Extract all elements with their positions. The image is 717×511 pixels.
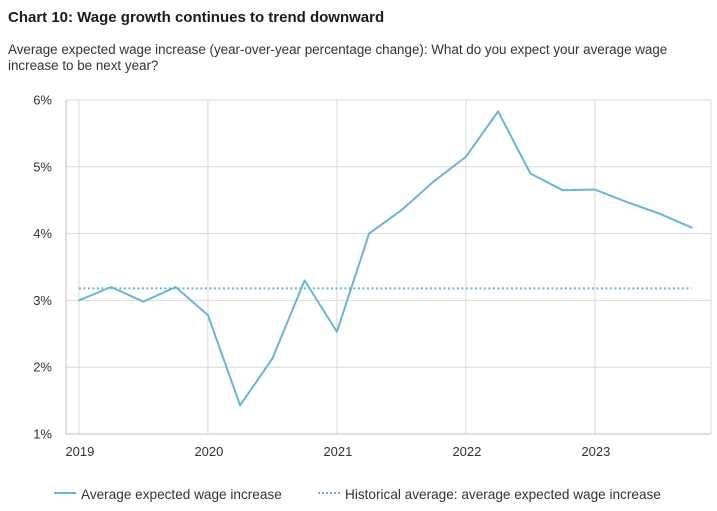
x-tick-label: 2019 <box>65 444 94 459</box>
line-chart: 1% 2% 3% 4% 5% 6% 2019 2020 2021 2022 2023 <box>33 93 712 459</box>
x-tick-label: 2020 <box>194 444 223 459</box>
y-tick-label: 1% <box>33 427 52 442</box>
x-tick-label: 2022 <box>452 444 481 459</box>
y-tick-label: 6% <box>33 93 52 108</box>
legend-item-historical: Historical average: average expected wag… <box>318 487 661 502</box>
chart-title: Chart 10: Wage growth continues to trend… <box>8 9 385 26</box>
y-tick-label: 4% <box>33 226 52 241</box>
series-line-average-expected-wage-increase <box>77 110 693 407</box>
y-tick-label: 5% <box>33 159 52 174</box>
legend-swatch-dotted <box>318 492 340 495</box>
chart-subtitle: Average expected wage increase (year-ove… <box>8 42 668 73</box>
x-tick-label: 2023 <box>581 444 610 459</box>
legend-item-average: Average expected wage increase <box>54 487 282 502</box>
legend-swatch-solid <box>54 492 76 495</box>
y-tick-label: 3% <box>33 293 52 308</box>
y-tick-label: 2% <box>33 360 52 375</box>
legend-label-average: Average expected wage increase <box>81 487 282 502</box>
legend-label-historical: Historical average: average expected wag… <box>345 487 661 502</box>
x-tick-label: 2021 <box>323 444 352 459</box>
